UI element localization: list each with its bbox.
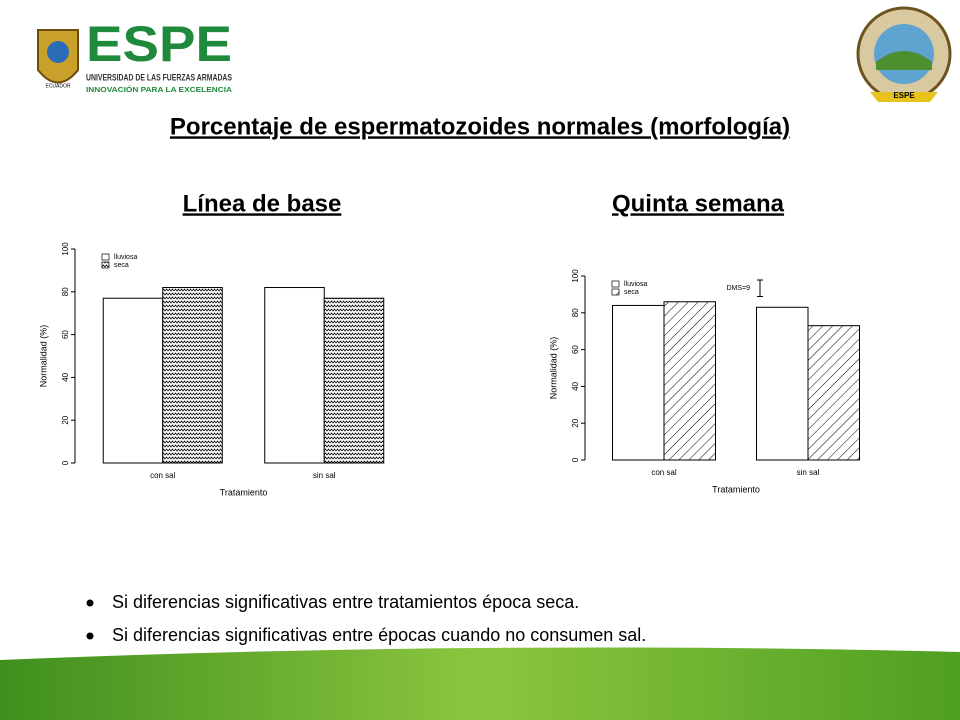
country: ECUADOR	[45, 83, 70, 89]
emblem-text: ESPE	[893, 91, 915, 100]
legend-label: lluviosa	[624, 281, 647, 288]
y-tick-label: 20	[61, 415, 70, 424]
bullet-text: Si diferencias significativas entre trat…	[112, 592, 579, 612]
y-tick-label: 60	[571, 345, 580, 354]
bullet-dot	[86, 599, 94, 607]
bar	[612, 304, 665, 461]
bar	[102, 297, 164, 464]
legend-swatch	[101, 261, 110, 269]
dms-bar	[757, 279, 763, 298]
legend-label: seca	[624, 289, 639, 296]
chart-title: Línea de base	[183, 190, 342, 217]
y-tick-label: 0	[61, 460, 70, 465]
y-tick-label: 20	[571, 418, 580, 427]
y-tick-label: 60	[61, 330, 70, 339]
espe-logo: ECUADOR ESPE UNIVERSIDAD DE LAS FUERZAS …	[37, 16, 232, 94]
bullets: Si diferencias significativas entre trat…	[86, 592, 646, 645]
bar	[162, 287, 223, 464]
charts: Línea de base 0 20 40 60 80 100 Normalidad (%) c…	[38, 190, 860, 497]
x-tick-label: con sal	[150, 471, 176, 480]
dms-label: DMS=9	[726, 285, 750, 292]
y-tick-label: 40	[61, 372, 70, 381]
x-axis-label: Tratamiento	[220, 487, 268, 497]
y-tick-label: 80	[61, 287, 70, 296]
legend-swatch	[611, 280, 620, 288]
x-axis-label: Tratamiento	[712, 484, 760, 494]
y-axis-label: Normalidad (%)	[38, 325, 48, 388]
y-axis-label: Normalidad (%)	[548, 337, 558, 400]
x-tick-label: con sal	[651, 468, 677, 477]
emblem: ESPE	[856, 6, 952, 102]
bar	[323, 297, 385, 464]
bar	[663, 301, 716, 461]
y-tick-label: 100	[571, 269, 580, 283]
legend-label: lluviosa	[114, 254, 137, 261]
bullet-text: Si diferencias significativas entre époc…	[112, 625, 646, 645]
bullet-dot	[86, 632, 94, 640]
legend-swatch	[611, 288, 620, 296]
logo-text: ESPE	[86, 16, 232, 72]
slide-title: Porcentaje de espermatozoides normales (…	[170, 113, 790, 140]
university: UNIVERSIDAD DE LAS FUERZAS ARMADAS	[86, 73, 232, 84]
x-tick-label: sin sal	[313, 471, 336, 480]
chart-title: Quinta semana	[612, 190, 785, 217]
bar	[264, 287, 325, 464]
x-tick-label: sin sal	[797, 468, 820, 477]
bar	[756, 306, 809, 461]
motto: INNOVACIÓN PARA LA EXCELENCIA	[86, 85, 232, 94]
legend-label: seca	[114, 262, 129, 269]
y-tick-label: 0	[571, 457, 580, 462]
bar	[807, 325, 860, 461]
y-tick-label: 100	[61, 242, 70, 256]
footer-band	[0, 647, 960, 720]
y-tick-label: 40	[571, 381, 580, 390]
y-tick-label: 80	[571, 308, 580, 317]
legend-swatch	[101, 253, 110, 261]
